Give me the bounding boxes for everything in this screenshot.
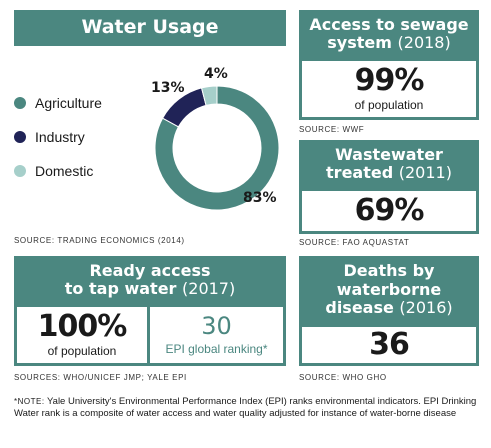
legend-item-agriculture: Agriculture: [14, 95, 102, 111]
wastewater-title-line2-wrap: treated (2011): [326, 163, 452, 182]
wastewater-title: Wastewater treated (2011): [299, 140, 479, 188]
sewage-value: 99%: [354, 62, 425, 98]
tap-water-title-line2-wrap: to tap water (2017): [64, 279, 236, 298]
epi-rank-value: 30: [201, 312, 232, 340]
donut-slice-domestic: [200, 85, 218, 106]
deaths-title-line3-wrap: disease (2016): [325, 298, 453, 318]
wastewater-year: (2011): [398, 163, 452, 182]
wastewater-title-line2: treated: [326, 163, 394, 182]
sewage-title: Access to sewage system (2018): [299, 10, 479, 58]
deaths-title-line2: waterborne: [336, 279, 442, 299]
deaths-stat-box: 36: [299, 324, 479, 366]
pct-label-industry: 13%: [151, 80, 185, 96]
tap-water-caption: of population: [47, 343, 117, 358]
footnote-label: *NOTE:: [14, 397, 45, 406]
pct-label-domestic: 4%: [204, 66, 228, 82]
legend-swatch-agriculture: [14, 97, 26, 109]
footnote: *NOTE: Yale University's Environmental P…: [14, 396, 484, 421]
deaths-title: Deaths by waterborne disease (2016): [299, 256, 479, 324]
sewage-stat-box: 99% of population: [299, 58, 479, 120]
legend-label-industry: Industry: [35, 129, 85, 145]
legend-label-domestic: Domestic: [35, 163, 94, 179]
legend-swatch-industry: [14, 131, 26, 143]
tap-water-rank-box: 30 EPI global ranking*: [147, 304, 286, 366]
water-usage-title-text: Water Usage: [81, 16, 219, 39]
epi-rank-caption: EPI global ranking*: [165, 342, 268, 356]
wastewater-source: SOURCE: FAO AQUASTAT: [299, 238, 410, 247]
tap-water-title: Ready access to tap water (2017): [14, 256, 286, 304]
tap-water-title-line1: Ready access: [89, 260, 211, 280]
deaths-value: 36: [369, 327, 410, 362]
legend-item-domestic: Domestic: [14, 163, 93, 179]
sewage-caption: of population: [354, 97, 424, 112]
sewage-title-line1: Access to sewage: [309, 14, 469, 34]
water-usage-donut-chart: [154, 85, 280, 211]
deaths-source: SOURCE: WHO GHO: [299, 373, 387, 382]
tap-water-access-box: 100% of population: [14, 304, 150, 366]
pct-label-agriculture: 83%: [243, 190, 277, 206]
wastewater-title-line1: Wastewater: [335, 144, 443, 164]
tap-water-year: (2017): [182, 279, 236, 298]
sewage-year: (2018): [397, 33, 451, 52]
tap-water-value: 100%: [37, 308, 128, 344]
wastewater-value: 69%: [354, 193, 425, 228]
deaths-title-line3: disease: [325, 298, 394, 318]
wastewater-stat-box: 69%: [299, 188, 479, 234]
legend-swatch-domestic: [14, 165, 26, 177]
donut-slice-agriculture: [154, 85, 280, 211]
deaths-year: (2016): [399, 298, 453, 318]
footnote-text: Yale University's Environmental Performa…: [14, 396, 477, 420]
tap-water-source: SOURCES: WHO/UNICEF JMP; YALE EPI: [14, 373, 187, 382]
water-usage-title: Water Usage: [14, 10, 286, 46]
tap-water-title-line2: to tap water: [64, 279, 177, 298]
sewage-title-line2: system: [327, 33, 392, 52]
deaths-title-line1: Deaths by: [343, 261, 435, 281]
water-usage-source: SOURCE: TRADING ECONOMICS (2014): [14, 236, 185, 245]
legend-item-industry: Industry: [14, 129, 85, 145]
legend-label-agriculture: Agriculture: [35, 95, 102, 111]
sewage-title-line2-wrap: system (2018): [327, 33, 451, 52]
sewage-source: SOURCE: WWF: [299, 125, 365, 134]
